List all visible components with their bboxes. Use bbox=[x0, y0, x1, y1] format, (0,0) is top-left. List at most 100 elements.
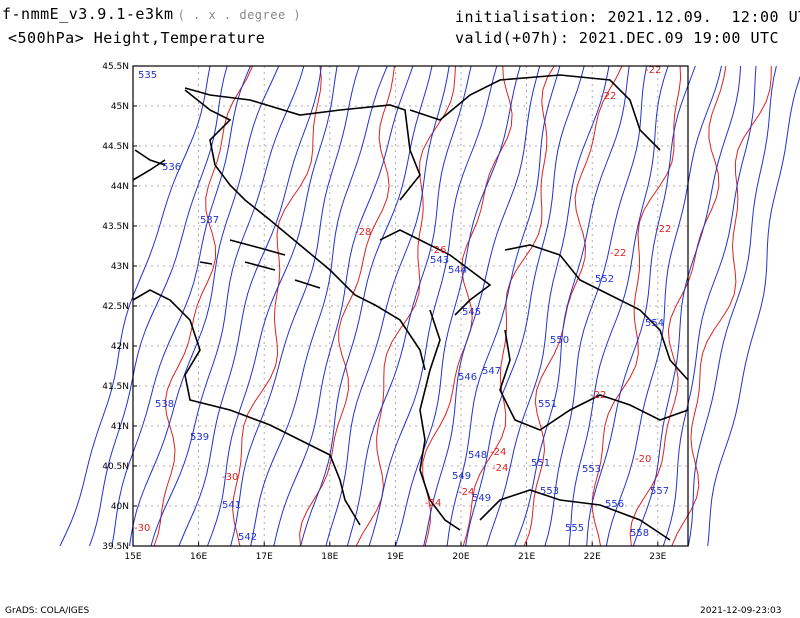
height-label: 548 bbox=[468, 450, 487, 461]
temperature-contour bbox=[422, 65, 513, 547]
height-contour bbox=[446, 65, 561, 547]
height-contour bbox=[206, 65, 338, 547]
height-label: 542 bbox=[238, 532, 257, 543]
axis-labels: 45.5N 45N 44.5N 44N 43.5N 43N 42.5N 42N 41.5N 41N… bbox=[102, 62, 666, 562]
border-line bbox=[379, 229, 492, 316]
temperature-label: -22 bbox=[645, 65, 661, 76]
height-contour bbox=[325, 65, 450, 547]
border-line bbox=[184, 89, 426, 371]
lat-tick-label: 43N bbox=[111, 262, 129, 272]
height-label: 544 bbox=[448, 265, 467, 276]
temperature-contour bbox=[355, 65, 456, 547]
lat-tick-label: 42N bbox=[111, 342, 129, 352]
height-label: 555 bbox=[565, 523, 584, 534]
lat-tick-label: 44N bbox=[111, 182, 129, 192]
height-label: 553 bbox=[582, 464, 601, 475]
temperature-label: -24 bbox=[492, 463, 508, 474]
model-name: f-nmmE_v3.9.1-e3km( . x . degree ) bbox=[2, 5, 301, 23]
units-text: ( . x . degree ) bbox=[177, 8, 302, 22]
border-line bbox=[229, 239, 286, 256]
border-line bbox=[294, 279, 321, 289]
border-line bbox=[244, 261, 276, 271]
lon-tick-label: 19E bbox=[387, 552, 404, 562]
border-line bbox=[134, 149, 166, 166]
lat-tick-label: 41.5N bbox=[102, 382, 129, 392]
lon-tick-label: 22E bbox=[584, 552, 601, 562]
temperature-label: -20 bbox=[635, 454, 651, 465]
temperature-label: -22 bbox=[590, 390, 606, 401]
height-label: 558 bbox=[630, 528, 649, 539]
border-line bbox=[419, 309, 461, 531]
height-contour bbox=[707, 75, 800, 547]
height-label: 538 bbox=[155, 399, 174, 410]
height-label: 543 bbox=[430, 255, 449, 266]
temperature-label: -30 bbox=[134, 523, 150, 534]
lon-tick-label: 17E bbox=[256, 552, 273, 562]
height-label: 535 bbox=[138, 70, 157, 81]
border-line bbox=[199, 261, 213, 265]
height-label: 551 bbox=[538, 399, 557, 410]
lat-tick-label: 44.5N bbox=[102, 142, 129, 152]
height-contour bbox=[59, 65, 211, 547]
level-field-title: <500hPa> Height,Temperature bbox=[8, 29, 266, 47]
border-line bbox=[409, 74, 661, 151]
temperature-contour bbox=[591, 65, 682, 547]
temperature-label: -24 bbox=[425, 498, 441, 509]
height-label: 539 bbox=[190, 432, 209, 443]
height-contour bbox=[632, 65, 742, 547]
height-contour bbox=[230, 65, 360, 547]
temperature-contour bbox=[629, 65, 727, 547]
temperature-label: -24 bbox=[458, 487, 474, 498]
height-contour bbox=[250, 65, 388, 547]
lon-tick-label: 21E bbox=[518, 552, 535, 562]
height-contour bbox=[129, 65, 280, 547]
lat-tick-label: 45N bbox=[111, 102, 129, 112]
height-contour bbox=[465, 65, 585, 547]
lat-tick-label: 40.5N bbox=[102, 462, 129, 472]
height-label: 551 bbox=[531, 458, 550, 469]
border-line bbox=[499, 329, 689, 431]
height-label: 550 bbox=[550, 335, 569, 346]
lat-tick-label: 40N bbox=[111, 502, 129, 512]
valid-time: valid(+07h): 2021.DEC.09 19:00 UTC bbox=[455, 29, 780, 47]
height-label: 537 bbox=[200, 215, 219, 226]
temperature-label: -28 bbox=[355, 227, 371, 238]
temperature-label: -22 bbox=[600, 91, 616, 102]
temperature-label: -22 bbox=[655, 224, 671, 235]
height-contour bbox=[395, 65, 521, 547]
height-contour bbox=[273, 65, 414, 547]
temperature-contour bbox=[153, 65, 254, 547]
height-label: 556 bbox=[605, 499, 624, 510]
height-label: 549 bbox=[452, 471, 471, 482]
grid-lines bbox=[133, 66, 688, 546]
height-contour bbox=[544, 65, 648, 547]
height-contour bbox=[605, 65, 722, 547]
temperature-label: -26 bbox=[430, 245, 446, 256]
height-label: 545 bbox=[462, 307, 481, 318]
height-label: 554 bbox=[645, 318, 664, 329]
temperature-label: -22 bbox=[610, 248, 626, 259]
height-contour bbox=[346, 65, 472, 547]
border-line bbox=[504, 244, 689, 381]
border-line bbox=[184, 87, 421, 201]
height-contour bbox=[111, 65, 251, 547]
height-contour bbox=[687, 65, 777, 547]
lat-tick-label: 42.5N bbox=[102, 302, 129, 312]
border-line bbox=[479, 489, 671, 541]
temperature-label: -24 bbox=[490, 447, 506, 458]
lat-tick-label: 45.5N bbox=[102, 62, 129, 72]
height-label: 547 bbox=[482, 366, 501, 377]
height-contour bbox=[568, 65, 669, 547]
footer-timestamp: 2021-12-09-23:03 bbox=[700, 606, 782, 616]
height-label: 557 bbox=[650, 486, 669, 497]
lon-tick-label: 15E bbox=[124, 552, 141, 562]
height-contour bbox=[178, 65, 322, 547]
lat-tick-label: 41N bbox=[111, 422, 129, 432]
lat-tick-label: 39.5N bbox=[102, 542, 129, 552]
temperature-contour bbox=[299, 65, 395, 547]
init-time: initialisation: 2021.12.09. 12:00 UTC bbox=[455, 8, 800, 26]
lon-tick-label: 23E bbox=[649, 552, 666, 562]
lat-tick-label: 43.5N bbox=[102, 222, 129, 232]
